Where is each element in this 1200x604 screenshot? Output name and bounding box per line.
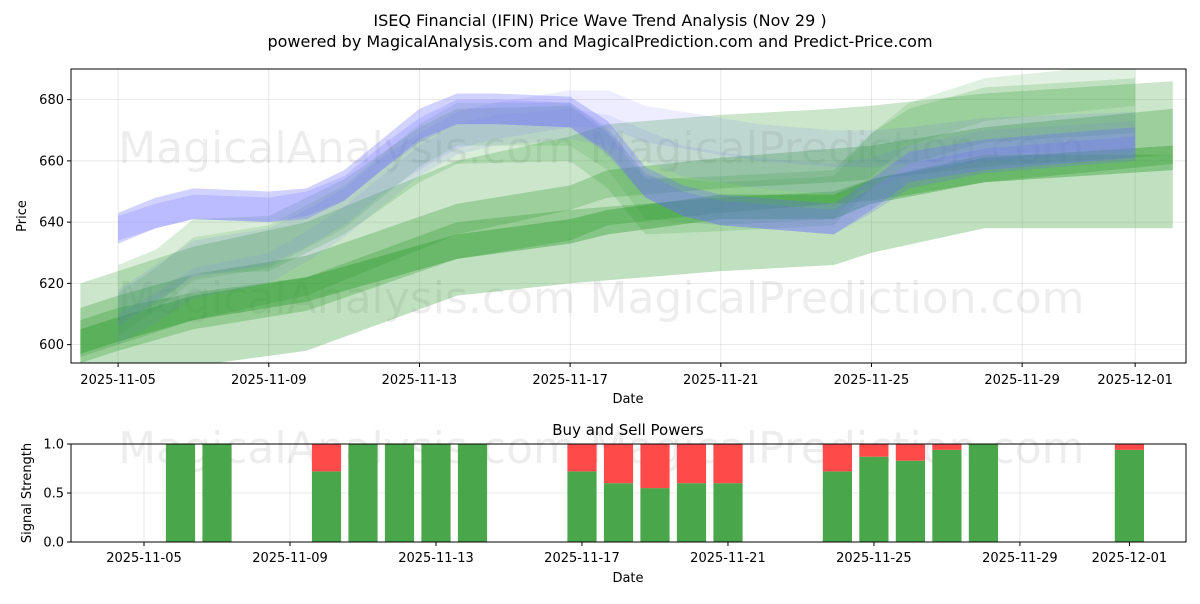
green-wave-band (80, 154, 1173, 363)
x-tick-label: 2025-11-09 (252, 551, 328, 566)
price-y-ticks: 600 620 640 660 680 (39, 93, 71, 353)
buy-power-bar (859, 456, 889, 542)
signal-x-axis-label: Date (612, 571, 643, 586)
x-tick-label: 2025-11-13 (398, 551, 474, 566)
sell-power-bar (640, 444, 670, 489)
y-tick-label: 680 (39, 93, 64, 108)
buy-power-bar (348, 444, 378, 542)
buy-power-bar (822, 471, 852, 542)
green-wave-band (80, 81, 1173, 357)
buy-power-bar (676, 483, 707, 542)
signal-strength-plot: Buy and Sell Powers MagicalAnalysis.com … (20, 421, 1187, 586)
x-tick-label: 2025-11-05 (80, 373, 156, 388)
y-tick-label: 1.0 (43, 438, 64, 453)
sell-power-bar (603, 444, 634, 484)
signal-y-axis-label: Signal Strength (20, 443, 35, 543)
blue-wave-band (118, 93, 1136, 244)
buy-power-bar (311, 471, 342, 542)
buy-power-bar (713, 483, 743, 542)
buy-power-bar (895, 460, 925, 542)
x-tick-label: 2025-11-17 (532, 373, 608, 388)
x-tick-label: 2025-11-29 (982, 551, 1058, 566)
green-wave-band (80, 145, 1173, 354)
sell-power-bar (1114, 444, 1144, 450)
y-tick-label: 620 (39, 277, 64, 292)
x-tick-label: 2025-11-25 (834, 373, 910, 388)
x-tick-label: 2025-11-21 (690, 551, 766, 566)
signal-x-ticks: 2025-11-05 2025-11-09 2025-11-13 2025-11-17… (106, 542, 1167, 566)
buy-power-bar (421, 444, 451, 542)
sell-power-bar (676, 444, 707, 484)
x-tick-label: 2025-11-09 (231, 373, 307, 388)
y-tick-label: 640 (39, 216, 64, 231)
sell-power-bar (713, 444, 743, 484)
buy-power-bar (457, 444, 488, 542)
price-plot-frame (70, 68, 1187, 364)
price-y-axis-label: Price (15, 200, 30, 232)
x-tick-label: 2025-11-17 (544, 551, 620, 566)
x-tick-label: 2025-11-05 (106, 551, 182, 566)
buy-power-bar (165, 444, 196, 542)
sell-power-bar (311, 444, 342, 472)
price-x-axis-label: Date (612, 392, 643, 407)
price-wave-plot: MagicalAnalysis.com MagicalPrediction.co… (15, 68, 1187, 407)
signal-y-ticks: 0.0 0.5 1.0 (43, 438, 71, 551)
blue-wave-band (118, 108, 1136, 345)
chart-title-line1: ISEQ Financial (IFIN) Price Wave Trend A… (373, 11, 826, 30)
price-x-ticks: 2025-11-05 2025-11-09 2025-11-13 2025-11-17… (80, 363, 1173, 388)
green-wave-band (118, 78, 1136, 321)
watermark: MagicalPrediction.com (590, 123, 1085, 174)
watermark: MagicalAnalysis.com (118, 123, 576, 174)
buy-power-bar (1114, 449, 1144, 542)
x-tick-label: 2025-12-01 (1092, 551, 1168, 566)
price-bands (80, 69, 1173, 363)
buy-power-bar (968, 444, 998, 542)
sell-power-bar (822, 444, 852, 472)
green-wave-band (80, 108, 1173, 363)
buy-power-bar (603, 483, 634, 542)
buy-power-bar (384, 444, 415, 542)
blue-wave-band (118, 99, 1136, 241)
x-tick-label: 2025-11-29 (984, 373, 1060, 388)
x-tick-label: 2025-11-25 (836, 551, 912, 566)
price-watermarks: MagicalAnalysis.com MagicalPrediction.co… (118, 123, 1084, 324)
green-wave-band (118, 69, 1136, 336)
buy-power-bar (932, 449, 962, 542)
sell-power-bar (859, 444, 889, 457)
x-tick-label: 2025-11-21 (683, 373, 759, 388)
sell-power-bar (932, 444, 962, 450)
watermark: MagicalPrediction.com (590, 273, 1085, 324)
blue-wave-band (118, 90, 1136, 327)
y-tick-label: 600 (39, 338, 64, 353)
sell-power-bar (567, 444, 597, 472)
y-tick-label: 0.0 (43, 536, 64, 551)
signal-chart-title: Buy and Sell Powers (552, 421, 704, 439)
x-tick-label: 2025-11-13 (382, 373, 458, 388)
buy-power-bar (567, 471, 597, 542)
price-grid (71, 69, 1186, 363)
x-tick-label: 2025-12-01 (1097, 373, 1173, 388)
signal-plot-frame (70, 443, 1187, 543)
chart-title-line2: powered by MagicalAnalysis.com and Magic… (267, 32, 932, 51)
sell-power-bar (895, 444, 925, 461)
y-tick-label: 660 (39, 154, 64, 169)
buy-power-bar (640, 488, 670, 542)
buy-power-bar (202, 444, 232, 542)
signal-bars (165, 444, 1144, 542)
watermark: MagicalAnalysis.com (118, 273, 576, 324)
y-tick-label: 0.5 (43, 487, 64, 502)
